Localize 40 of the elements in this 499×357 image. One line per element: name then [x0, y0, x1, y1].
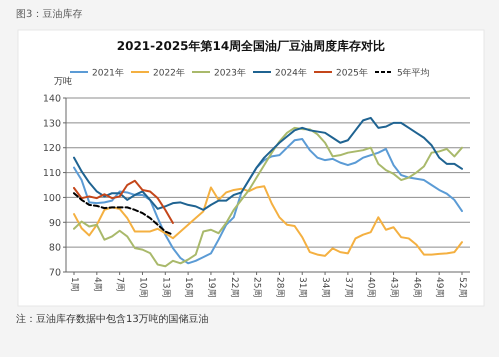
legend-label: 5年平均: [397, 68, 430, 78]
x-tick-label: 10周: [137, 277, 148, 298]
text: 注：豆油库存数据中包含13万吨的国储豆油: [16, 313, 209, 325]
caption: 图3：豆油库存: [16, 8, 82, 20]
line-series: [73, 192, 174, 236]
legend-label: 2021年: [92, 68, 124, 78]
x-tick-label: 1周: [69, 277, 80, 292]
y-tick-label: 70: [48, 268, 61, 278]
x-tick-label: 46周: [411, 277, 422, 298]
legend-label: 2024年: [275, 68, 307, 78]
x-tick-label: 43周: [388, 277, 400, 298]
x-tick-label: 25周: [252, 277, 263, 298]
legend-label: 2022年: [153, 68, 185, 78]
x-tick-label: 49周: [434, 277, 446, 298]
line-series: [73, 116, 463, 211]
y-tick-label: 110: [42, 168, 61, 180]
x-tick-label: 31周: [297, 277, 308, 298]
y-tick-label: 140: [42, 94, 61, 104]
x-tick-label: 4周: [92, 277, 103, 292]
y-tick-label: 120: [42, 143, 61, 154]
y-tick-label: 90: [48, 218, 61, 229]
legend-label: 2023年: [214, 68, 246, 78]
x-tick-label: 52周: [457, 277, 468, 298]
x-tick-label: 34周: [320, 277, 332, 298]
line-series: [73, 185, 463, 257]
x-tick-label: 16周: [183, 277, 194, 298]
legend-label: 2025年: [336, 68, 368, 78]
x-tick-label: 22周: [228, 277, 240, 298]
x-tick-label: 19周: [206, 277, 217, 298]
x-tick-label: 28周: [274, 277, 286, 298]
y-tick-label: 80: [48, 242, 61, 254]
x-tick-label: 40周: [366, 277, 377, 298]
x-tick-label: 13周: [160, 277, 172, 298]
y-axis-title: 万吨: [54, 76, 72, 87]
y-tick-label: 100: [42, 192, 61, 204]
x-tick-label: 7周: [114, 277, 126, 292]
chart-title: 2021-2025年第14周全国油厂豆油周度库存对比: [116, 39, 386, 53]
y-tick-label: 130: [42, 118, 61, 130]
x-tick-label: 37周: [342, 277, 354, 298]
line-series: [73, 180, 174, 224]
